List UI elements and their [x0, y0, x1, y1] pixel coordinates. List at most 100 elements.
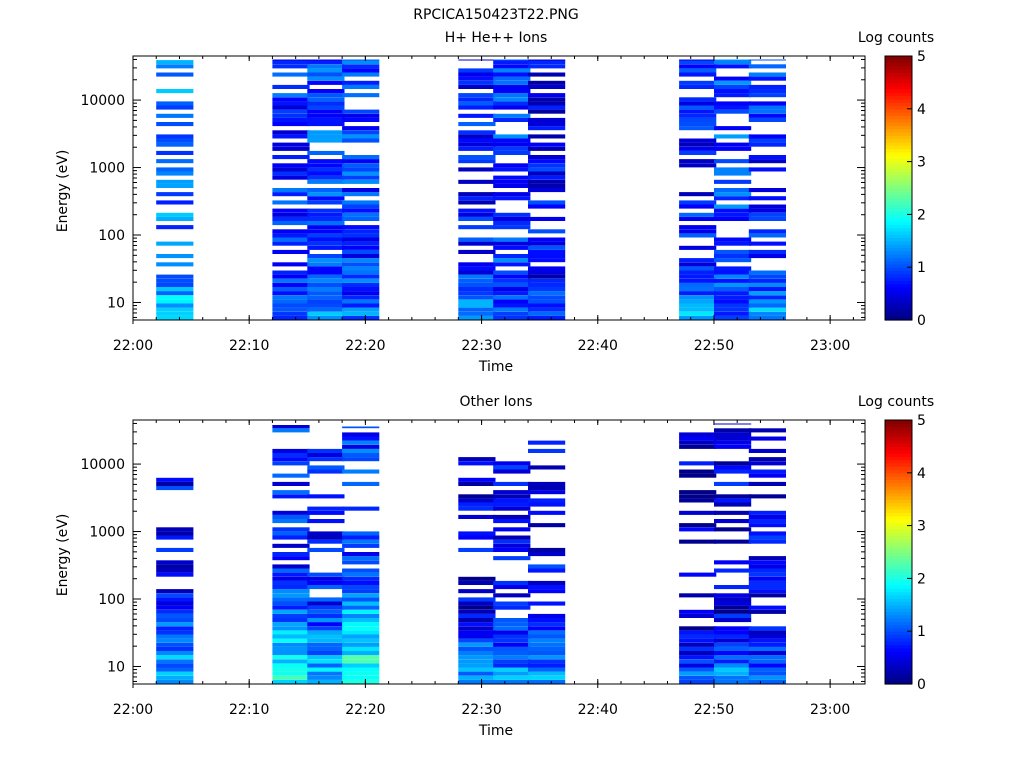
heatmap-cell [307, 208, 345, 213]
heatmap-cell [458, 626, 496, 631]
heatmap-cell [156, 179, 194, 184]
heatmap-cell [272, 303, 310, 308]
heatmap-cell [307, 585, 345, 590]
heatmap-cell [679, 150, 717, 155]
heatmap-cell [493, 287, 531, 292]
colorbar-segment [885, 486, 912, 490]
heatmap-cell [272, 295, 310, 300]
colorbar-segment [885, 436, 912, 441]
colorbar-segment [885, 462, 912, 467]
heatmap-cell [272, 163, 310, 168]
heatmap-cell [458, 671, 496, 676]
heatmap-cell [272, 155, 310, 160]
heatmap-cell [528, 498, 566, 503]
heatmap-cell [714, 142, 752, 147]
colorbar-segment [885, 217, 912, 222]
heatmap-cell [679, 527, 717, 532]
heatmap-cell [748, 564, 786, 569]
heatmap-cell [272, 278, 310, 283]
heatmap-cell [307, 659, 345, 664]
heatmap-cell [342, 237, 380, 242]
heatmap-cell [342, 84, 380, 89]
heatmap-cell [528, 159, 566, 164]
heatmap-cell [748, 556, 786, 561]
heatmap-cell [342, 254, 380, 259]
heatmap-cell [307, 506, 345, 511]
heatmap-cell [272, 233, 310, 238]
heatmap-cell [493, 626, 531, 631]
heatmap-cell [679, 638, 717, 643]
colorbar-segment [885, 184, 912, 189]
heatmap-cell [748, 481, 786, 486]
figure-title: RPCICA150423T22.PNG [413, 7, 578, 23]
heatmap-cell [342, 638, 380, 643]
heatmap-cell [272, 425, 310, 429]
heatmap-cell [714, 634, 752, 639]
heatmap-cell [528, 183, 566, 188]
heatmap-cell [156, 315, 194, 320]
heatmap-cell [156, 486, 194, 491]
heatmap-cell [156, 287, 194, 292]
heatmap-cell [748, 208, 786, 213]
heatmap-cell [748, 634, 786, 639]
axes: 22:00 22:10 22:20 22:30 22:40 22:50 23:00 10 100… [80, 56, 865, 354]
heatmap-cell [714, 428, 752, 433]
colorbar-segment [885, 565, 912, 570]
colorbar-segment [885, 56, 912, 60]
heatmap-cell [493, 179, 531, 184]
heatmap-cell [458, 679, 496, 684]
heatmap-cell [272, 453, 310, 458]
heatmap-cell [458, 278, 496, 283]
heatmap-cell [748, 233, 786, 238]
heatmap-cell [156, 659, 194, 664]
heatmap-cell [714, 291, 752, 296]
heatmap-cell [493, 543, 531, 548]
heatmap-cell [714, 126, 752, 131]
heatmap-cell [342, 667, 380, 672]
heatmap-cell [272, 663, 310, 668]
heatmap-cell [342, 93, 380, 98]
heatmap-cell [748, 589, 786, 594]
heatmap-cell [307, 89, 345, 94]
heatmap-cell [748, 436, 786, 441]
heatmap-cell [272, 171, 310, 176]
colorbar-segment [885, 535, 912, 540]
heatmap-cell [307, 216, 345, 221]
heatmap-cell [342, 436, 380, 441]
heatmap-cell [272, 216, 310, 221]
heatmap-cell [528, 266, 566, 271]
heatmap-cell [272, 59, 310, 61]
heatmap-cell [493, 282, 531, 287]
heatmap-cell [342, 663, 380, 668]
heatmap-cell [714, 613, 752, 618]
colorbar-segment [885, 197, 912, 202]
heatmap-cell [272, 597, 310, 602]
heatmap-cell [458, 303, 496, 308]
colorbar-segment [885, 250, 912, 255]
colorbar-tick-label: 4 [917, 102, 926, 118]
heatmap-cell [714, 237, 752, 242]
heatmap-cell [307, 80, 345, 85]
heatmap-cell [493, 150, 531, 155]
heatmap-cell [272, 585, 310, 590]
colorbar-segment [885, 89, 912, 93]
heatmap-cell [714, 630, 752, 635]
heatmap-cell [272, 589, 310, 594]
heatmap-cell [679, 295, 717, 300]
heatmap-cell [528, 134, 566, 139]
heatmap-cell [679, 539, 717, 544]
heatmap-cell [272, 576, 310, 581]
heatmap-cell [493, 506, 531, 511]
heatmap-cell [493, 270, 531, 275]
heatmap-cell [272, 221, 310, 226]
heatmap-cell [528, 200, 566, 205]
heatmap-cell [342, 671, 380, 676]
heatmap-cell [528, 481, 566, 486]
heatmap-cell [458, 122, 496, 127]
colorbar-segment [885, 108, 912, 113]
heatmap-cell [272, 481, 310, 486]
heatmap-cell [679, 671, 717, 676]
heatmap-cell [714, 510, 752, 515]
heatmap-cell [156, 663, 194, 668]
colorbar-segment [885, 459, 912, 464]
